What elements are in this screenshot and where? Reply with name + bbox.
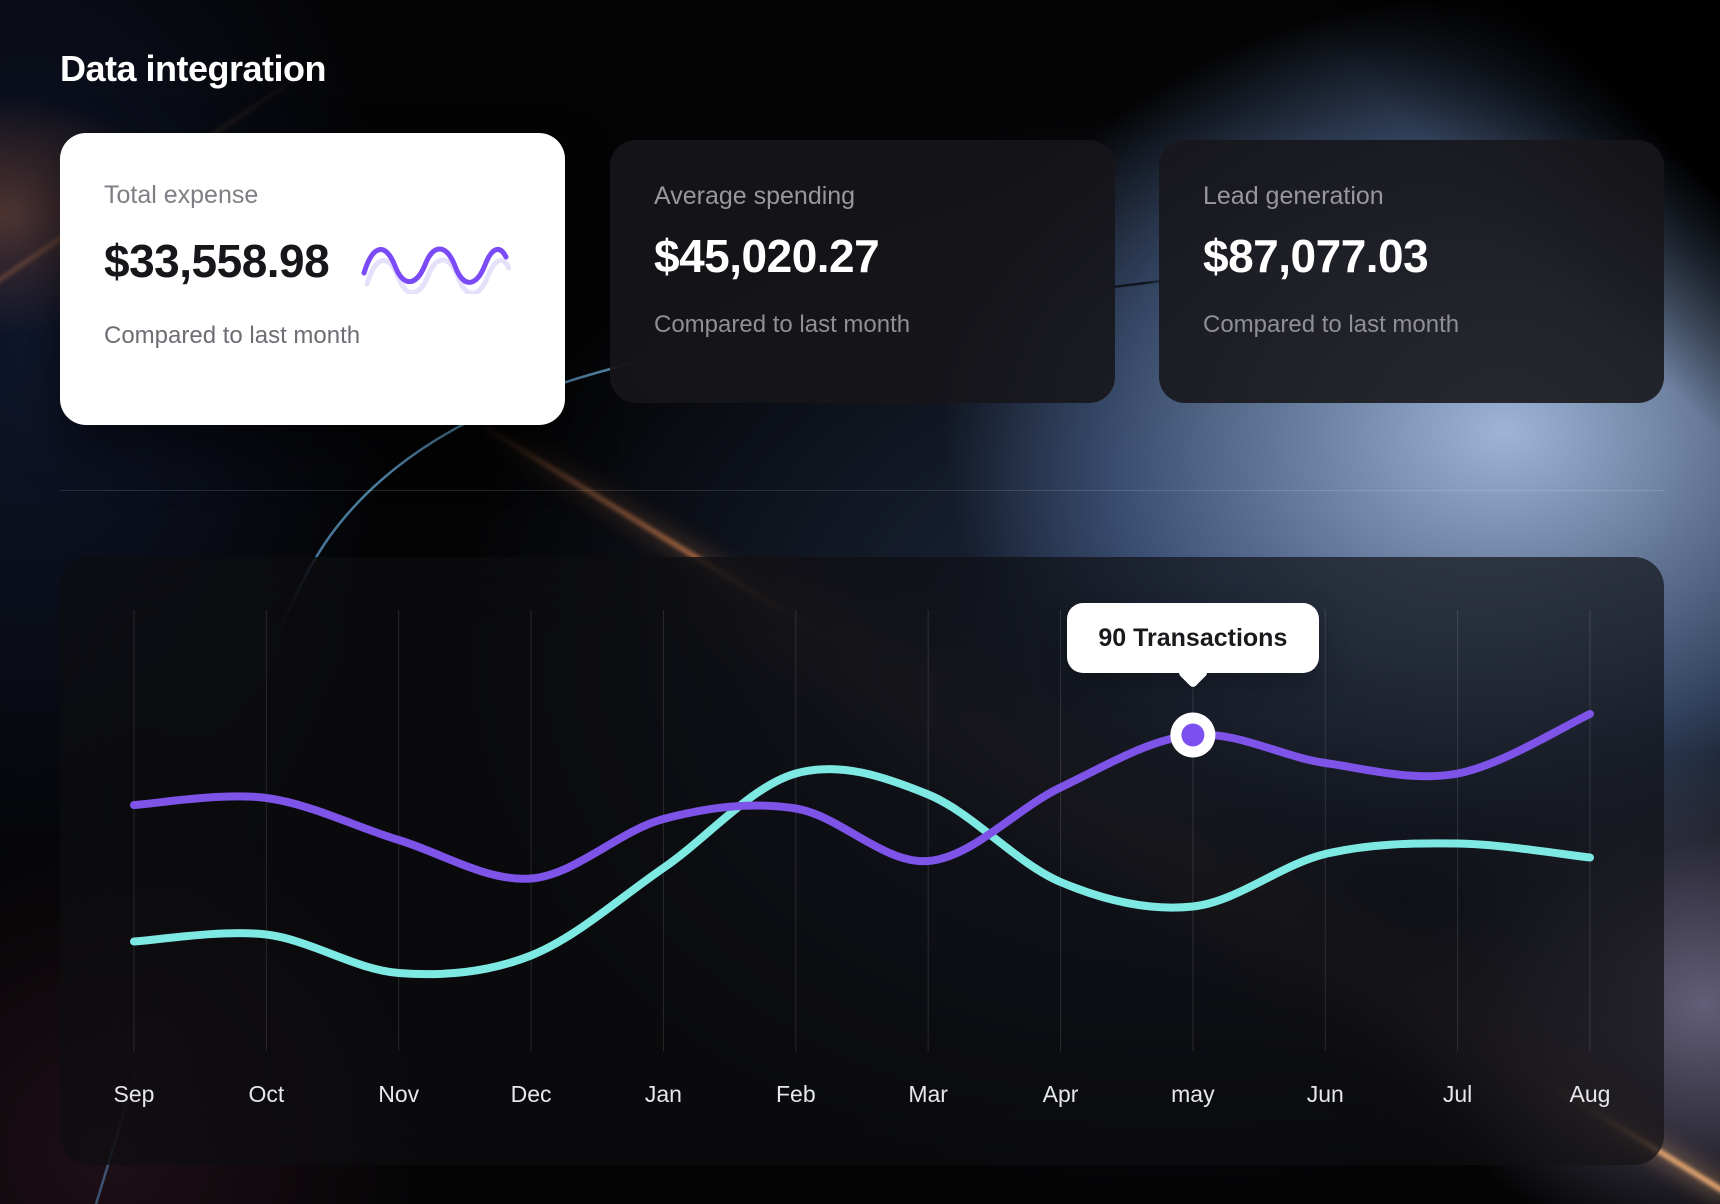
transactions-chart-panel: Sep Oct Nov Dec Jan Feb Mar Apr may Jun Jul Aug 90 …: [60, 557, 1664, 1165]
chart-tooltip-label: 90 Transactions: [1098, 623, 1288, 652]
stat-card-value: $33,558.98: [104, 235, 330, 287]
stat-card-lead-generation[interactable]: Lead generation $87,077.03 Compared to l…: [1159, 140, 1664, 403]
month-label-Mar: Mar: [908, 1081, 948, 1107]
stat-card-label: Average spending: [654, 182, 856, 210]
month-label-Apr: Apr: [1042, 1081, 1079, 1107]
stat-card-average-spending[interactable]: Average spending $45,020.27 Compared to …: [610, 140, 1115, 403]
stat-card-caption: Compared to last month: [654, 311, 911, 338]
x-axis-labels: Sep Oct Nov Dec Jan Feb Mar Apr may Jun Jul Aug: [60, 1081, 1664, 1113]
stat-card-value: $87,077.03: [1203, 230, 1429, 282]
stat-card-caption: Compared to last month: [1203, 311, 1460, 338]
expense-sparkline-icon: [361, 246, 512, 294]
series-line-transactions-secondary[interactable]: [130, 765, 1594, 979]
month-label-Nov: Nov: [378, 1081, 420, 1107]
series-line-transactions-primary[interactable]: [130, 710, 1594, 883]
annotation-dot: [1181, 723, 1205, 747]
stat-card-label: Total expense: [104, 181, 259, 209]
month-label-Dec: Dec: [510, 1081, 552, 1107]
stat-card-total-expense[interactable]: Total expense $33,558.98 Compared to las…: [60, 133, 565, 425]
month-label-may: may: [1171, 1081, 1215, 1107]
month-label-Feb: Feb: [775, 1081, 816, 1107]
page-title: Data integration: [60, 48, 327, 89]
transactions-line-chart[interactable]: [60, 557, 1664, 1165]
stat-card-label: Lead generation: [1203, 182, 1384, 210]
month-label-Oct: Oct: [248, 1081, 285, 1107]
month-label-Sep: Sep: [113, 1081, 155, 1107]
stat-card-value: $45,020.27: [654, 230, 880, 282]
month-label-Jul: Jul: [1442, 1081, 1473, 1107]
chart-tooltip: 90 Transactions: [1066, 603, 1319, 673]
month-label-Jun: Jun: [1306, 1081, 1344, 1107]
section-divider: [60, 490, 1664, 491]
month-label-Aug: Aug: [1569, 1081, 1611, 1107]
stat-card-caption: Compared to last month: [104, 322, 361, 349]
month-label-Jan: Jan: [644, 1081, 682, 1107]
